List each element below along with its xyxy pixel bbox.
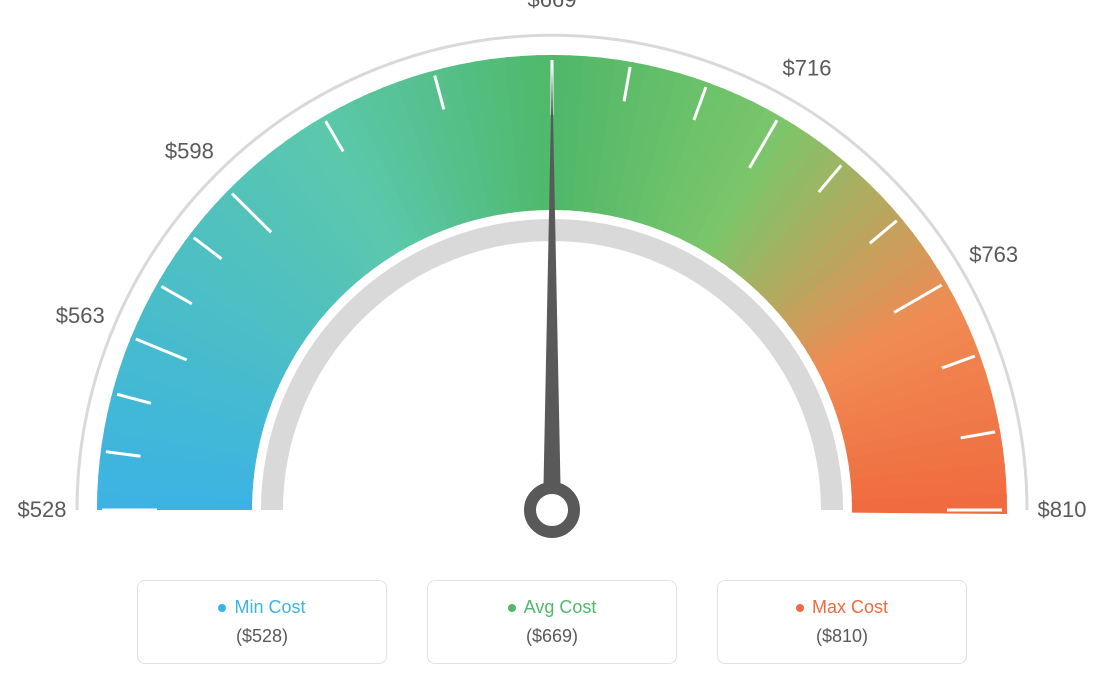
legend-text-min: Min Cost [234, 597, 305, 618]
legend-label-avg: Avg Cost [508, 597, 597, 618]
legend-item-max: Max Cost ($810) [717, 580, 967, 664]
legend-label-min: Min Cost [218, 597, 305, 618]
svg-text:$716: $716 [783, 55, 832, 80]
legend-value-min: ($528) [158, 626, 366, 647]
legend-dot-max [796, 604, 804, 612]
legend: Min Cost ($528) Avg Cost ($669) Max Cost… [0, 560, 1104, 684]
svg-text:$528: $528 [18, 497, 67, 522]
legend-item-min: Min Cost ($528) [137, 580, 387, 664]
svg-text:$598: $598 [165, 138, 214, 163]
svg-text:$669: $669 [528, 0, 577, 12]
legend-dot-min [218, 604, 226, 612]
svg-text:$763: $763 [969, 242, 1018, 267]
gauge-container: $528 $563 $598 $669 $716 $763 $810 [0, 0, 1104, 560]
legend-value-avg: ($669) [448, 626, 656, 647]
legend-value-max: ($810) [738, 626, 946, 647]
legend-item-avg: Avg Cost ($669) [427, 580, 677, 664]
legend-label-max: Max Cost [796, 597, 888, 618]
legend-text-max: Max Cost [812, 597, 888, 618]
svg-text:$563: $563 [56, 303, 105, 328]
legend-text-avg: Avg Cost [524, 597, 597, 618]
legend-dot-avg [508, 604, 516, 612]
svg-text:$810: $810 [1038, 497, 1087, 522]
gauge-chart: $528 $563 $598 $669 $716 $763 $810 [0, 0, 1104, 560]
